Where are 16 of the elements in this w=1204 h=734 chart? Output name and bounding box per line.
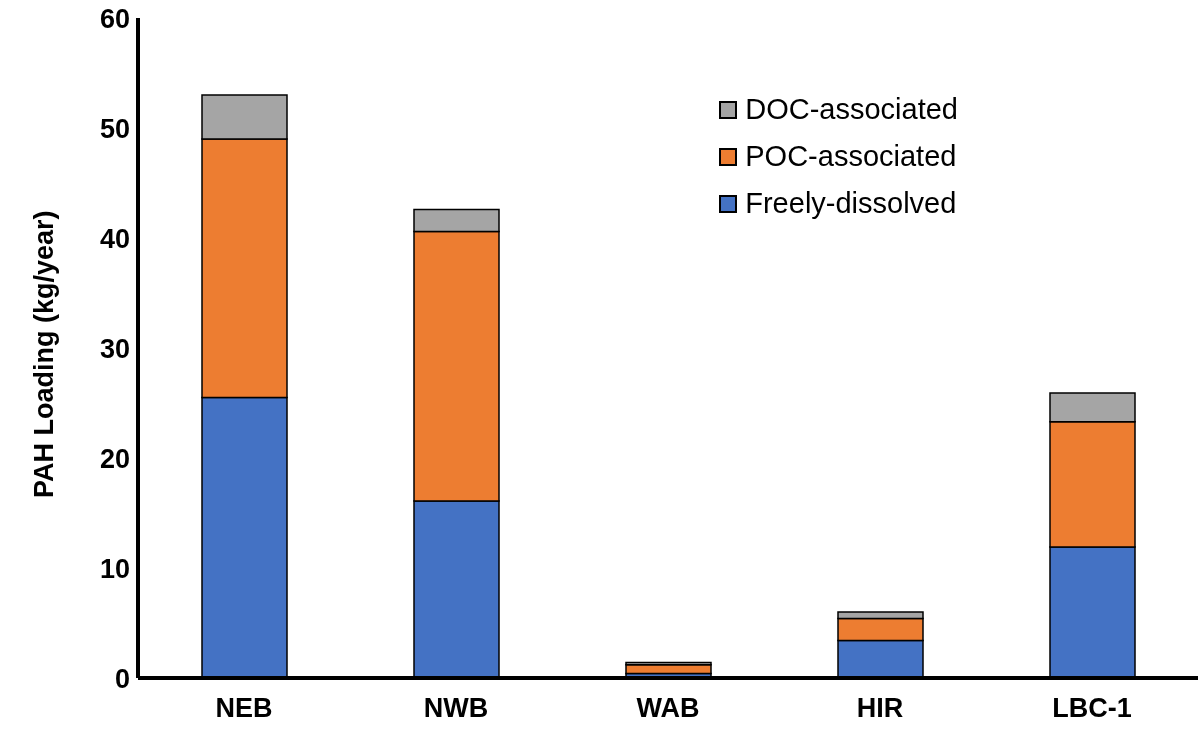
x-tick-label: NWB (423, 693, 489, 724)
y-tick-label: 40 (99, 223, 130, 254)
x-tick-label: LBC-1 (1052, 693, 1132, 724)
y-axis-title: PAH Loading (kg/year) (28, 210, 59, 498)
x-tick-label: HIR (856, 693, 904, 724)
y-tick-label: 20 (99, 443, 130, 474)
y-tick-label: 30 (99, 333, 130, 364)
x-tick-label: NEB (215, 693, 273, 724)
y-tick-label: 60 (99, 3, 130, 34)
x-tick-label: WAB (636, 693, 700, 724)
legend-label: DOC-associated (745, 93, 958, 126)
y-tick-label: 50 (99, 113, 130, 144)
legend-label: Freely-dissolved (745, 187, 957, 220)
legend-label: POC-associated (745, 140, 957, 173)
y-tick-label: 0 (114, 663, 130, 694)
y-tick-label: 10 (99, 553, 130, 584)
